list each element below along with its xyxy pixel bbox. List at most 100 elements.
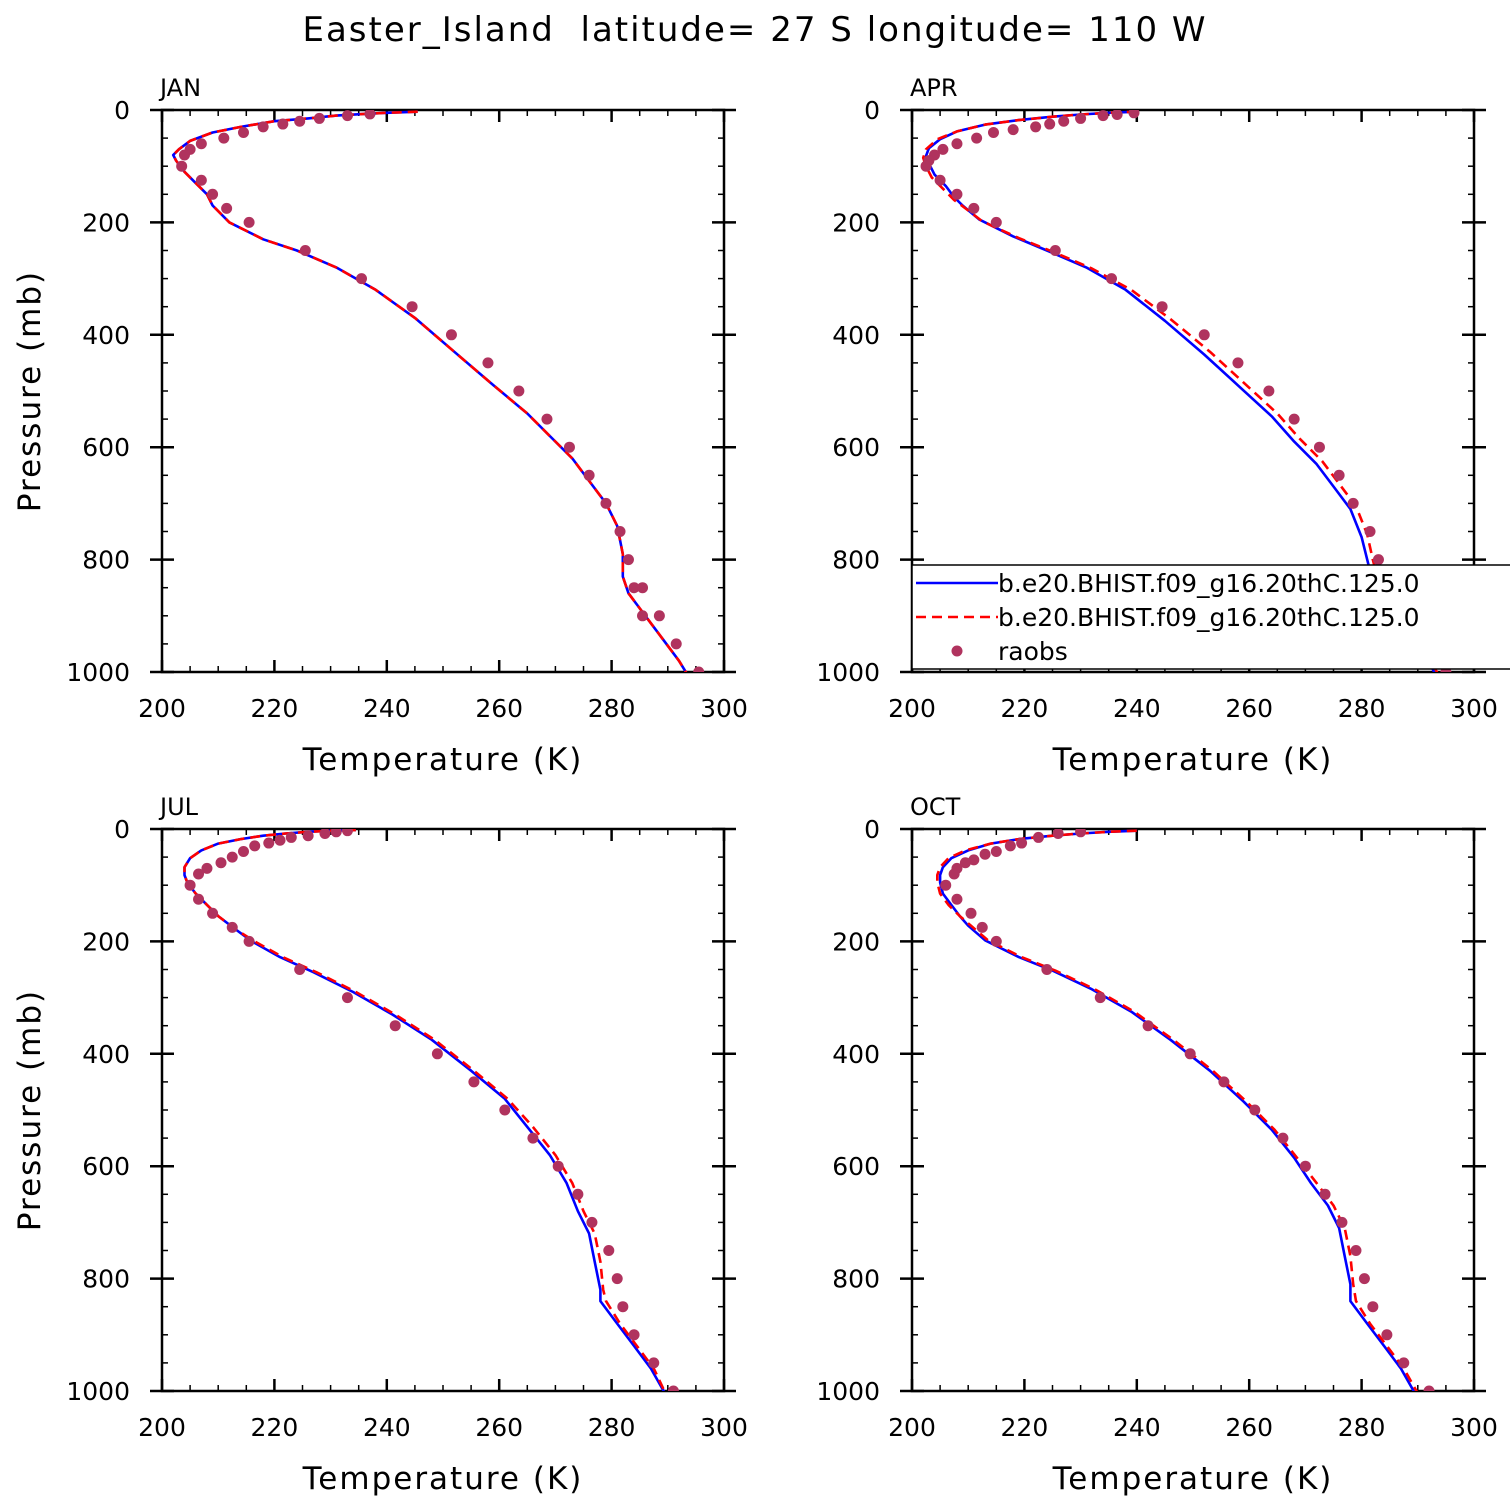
model-line-dashed bbox=[183, 829, 666, 1391]
raobs-point bbox=[237, 845, 249, 857]
panel-title: APR bbox=[910, 74, 958, 102]
raobs-point bbox=[1094, 992, 1106, 1004]
raobs-point bbox=[513, 385, 525, 397]
raobs-point bbox=[277, 118, 289, 130]
y-tick-label: 0 bbox=[114, 815, 130, 844]
model-line-dashed bbox=[936, 829, 1418, 1391]
raobs-point bbox=[1263, 385, 1275, 397]
raobs-point bbox=[1277, 1132, 1289, 1144]
raobs-point bbox=[1358, 1273, 1370, 1285]
raobs-point bbox=[445, 329, 457, 341]
raobs-point bbox=[341, 110, 353, 122]
panel-oct: 200 220 240 260 280 300 0 200 400 600 800 1000 OCT Te… bbox=[816, 793, 1497, 1497]
raobs-point bbox=[622, 554, 634, 566]
panel-apr: 200 220 240 260 280 300 0 200 400 600 800 1000 APR Te… bbox=[816, 74, 1497, 778]
raobs-point bbox=[976, 921, 988, 933]
y-tick-label: 1000 bbox=[66, 658, 130, 687]
x-tick-label: 200 bbox=[138, 694, 186, 723]
x-tick-label: 300 bbox=[1450, 1413, 1498, 1442]
raobs-point bbox=[1052, 829, 1064, 839]
y-tick-label: 800 bbox=[832, 546, 880, 575]
raobs-point bbox=[990, 845, 1002, 857]
raobs-point bbox=[1030, 121, 1042, 133]
raobs-point bbox=[1381, 1329, 1393, 1341]
raobs-point bbox=[184, 879, 196, 891]
raobs-point bbox=[1184, 1048, 1196, 1060]
raobs-point bbox=[611, 1273, 623, 1285]
raobs-point bbox=[1111, 110, 1123, 120]
raobs-point bbox=[302, 830, 314, 842]
legend: b.e20.BHIST.f09_g16.20thC.125.0 b.e20.BHI… bbox=[911, 564, 1510, 670]
raobs-point bbox=[274, 834, 286, 846]
x-axis-label: Temperature (K) bbox=[302, 1461, 584, 1497]
y-tick-label: 800 bbox=[82, 1265, 130, 1294]
x-tick-label: 240 bbox=[1113, 1413, 1161, 1442]
raobs-point bbox=[552, 1160, 564, 1172]
x-tick-label: 200 bbox=[138, 1413, 186, 1442]
x-tick-label: 220 bbox=[1001, 1413, 1049, 1442]
y-tick-label: 800 bbox=[82, 546, 130, 575]
raobs-point bbox=[1058, 115, 1070, 127]
x-axis-label: Temperature (K) bbox=[1052, 1461, 1334, 1497]
panel-title: OCT bbox=[910, 793, 961, 821]
raobs-point bbox=[628, 1329, 640, 1341]
x-tick-label: 260 bbox=[475, 1413, 523, 1442]
raobs-point bbox=[637, 582, 649, 594]
y-tick-label: 600 bbox=[82, 433, 130, 462]
raobs-point bbox=[341, 829, 353, 837]
raobs-point bbox=[1364, 526, 1376, 537]
raobs-point bbox=[1016, 837, 1028, 849]
raobs-point bbox=[207, 907, 219, 919]
y-tick-label: 0 bbox=[114, 96, 130, 125]
y-tick-label: 600 bbox=[832, 1152, 880, 1181]
raobs-point bbox=[1198, 329, 1210, 341]
raobs-point bbox=[1333, 469, 1345, 481]
x-tick-label: 280 bbox=[1338, 1413, 1386, 1442]
raobs-point bbox=[1142, 1020, 1154, 1032]
raobs-point bbox=[667, 1385, 679, 1391]
y-tick-label: 200 bbox=[832, 927, 880, 956]
raobs-point bbox=[482, 357, 494, 369]
raobs-point bbox=[431, 1048, 443, 1060]
x-tick-label: 280 bbox=[588, 694, 636, 723]
raobs-point bbox=[499, 1104, 511, 1116]
raobs-point bbox=[1350, 1245, 1362, 1256]
y-tick-label: 200 bbox=[832, 208, 880, 237]
raobs-point bbox=[959, 857, 971, 869]
raobs-point bbox=[1398, 1357, 1410, 1369]
raobs-point bbox=[948, 868, 960, 880]
y-axis-label: Pressure (mb) bbox=[12, 270, 48, 512]
y-tick-label: 400 bbox=[82, 321, 130, 350]
panel-title: JUL bbox=[158, 793, 199, 821]
raobs-point bbox=[1347, 497, 1359, 509]
raobs-point bbox=[285, 831, 297, 843]
x-tick-label: 240 bbox=[363, 694, 411, 723]
raobs-point bbox=[341, 992, 353, 1004]
x-tick-label: 200 bbox=[888, 694, 936, 723]
raobs-point bbox=[1041, 964, 1053, 975]
raobs-point bbox=[1156, 301, 1168, 313]
raobs-point bbox=[294, 964, 306, 975]
raobs-point bbox=[237, 126, 249, 138]
y-axis-label: Pressure (mb) bbox=[12, 989, 48, 1231]
raobs-point bbox=[1249, 1104, 1261, 1116]
raobs-point bbox=[628, 582, 640, 594]
y-tick-label: 400 bbox=[82, 1040, 130, 1069]
raobs-point bbox=[221, 202, 233, 214]
raobs-point bbox=[193, 868, 205, 880]
x-tick-label: 260 bbox=[1225, 1413, 1273, 1442]
raobs-point bbox=[215, 857, 227, 869]
raobs-point bbox=[541, 413, 553, 425]
x-tick-label: 220 bbox=[251, 1413, 299, 1442]
legend-marker-dot bbox=[951, 645, 963, 657]
raobs-point bbox=[920, 160, 932, 172]
raobs-point bbox=[951, 893, 963, 905]
raobs-point bbox=[653, 610, 665, 622]
raobs-point bbox=[176, 160, 188, 172]
raobs-point bbox=[226, 921, 238, 933]
raobs-point bbox=[299, 245, 311, 256]
panels-layer: 200 220 240 260 280 300 0 200 400 600 800 1000 JAN Te… bbox=[12, 74, 1498, 1497]
raobs-point bbox=[263, 837, 275, 849]
y-tick-label: 600 bbox=[832, 433, 880, 462]
